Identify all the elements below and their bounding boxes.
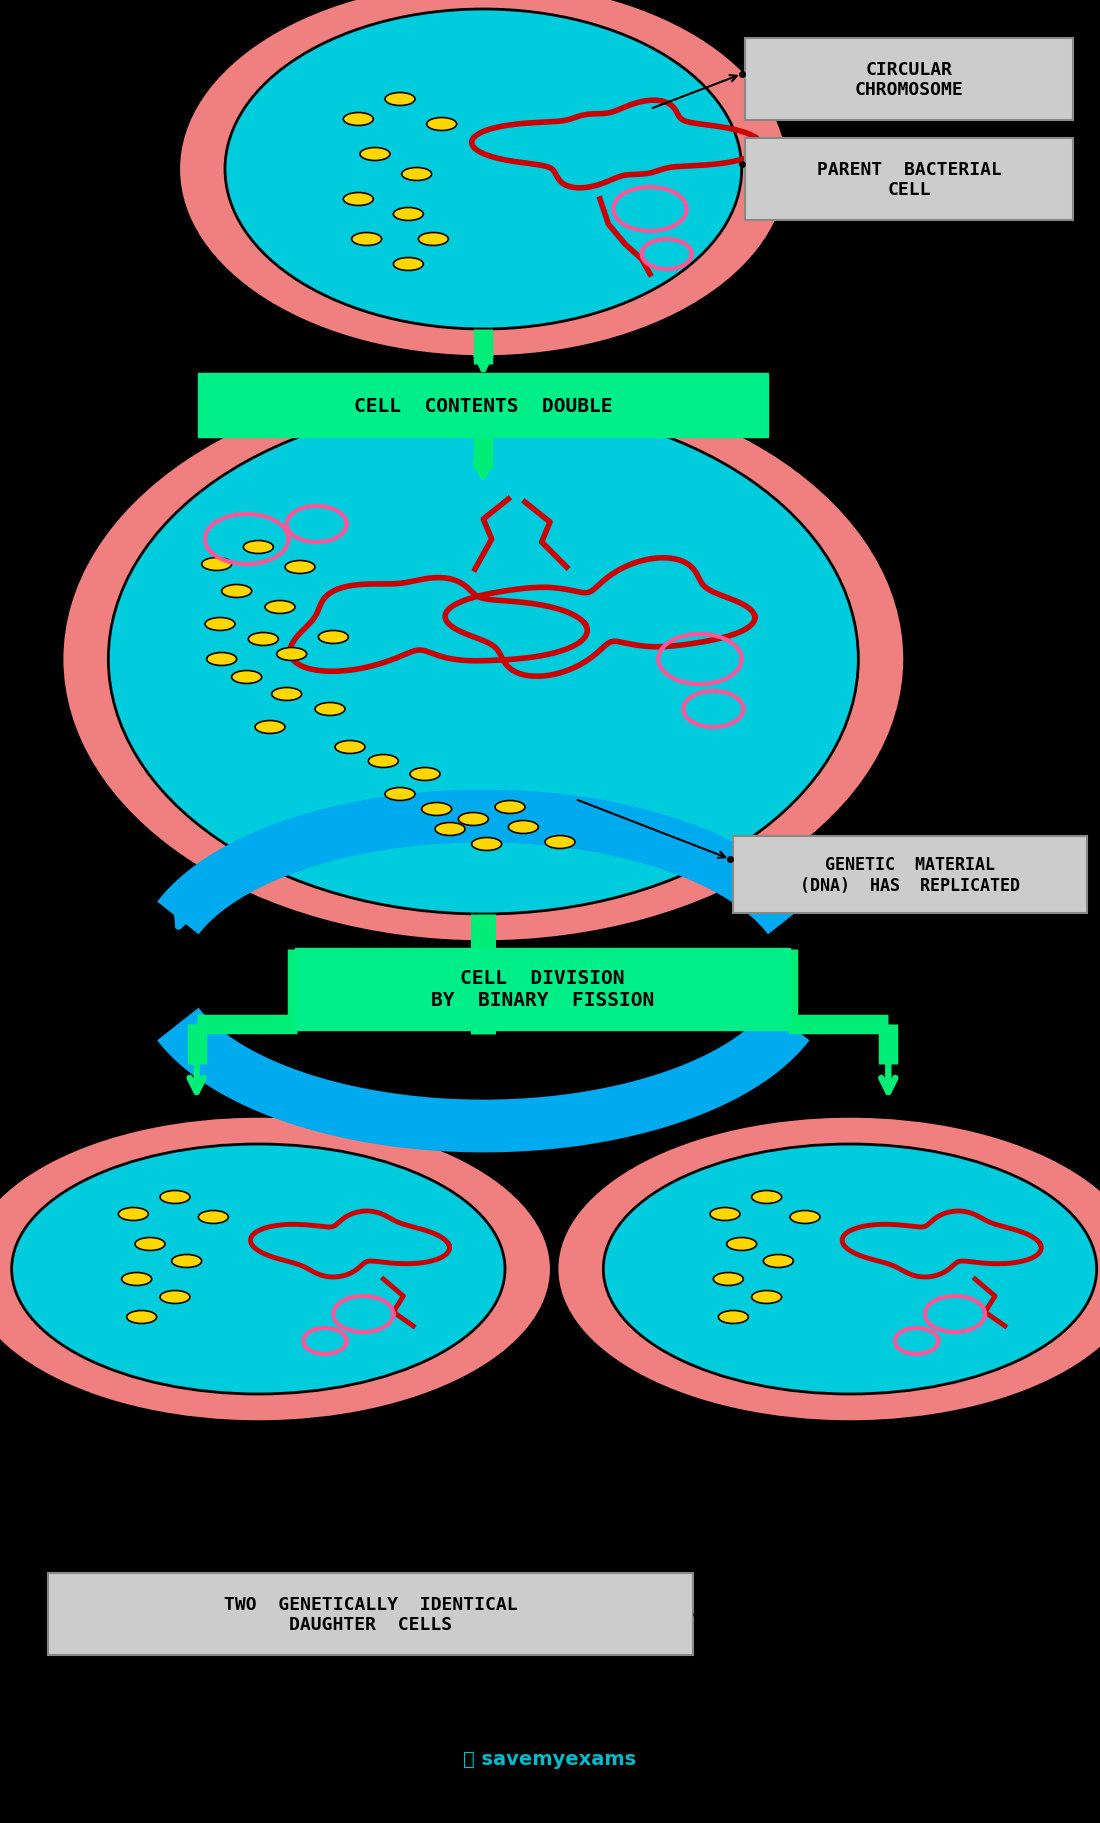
Ellipse shape [472, 839, 502, 851]
Text: GENETIC  MATERIAL
(DNA)  HAS  REPLICATED: GENETIC MATERIAL (DNA) HAS REPLICATED [800, 855, 1020, 895]
Text: TWO  GENETICALLY  IDENTICAL
DAUGHTER  CELLS: TWO GENETICALLY IDENTICAL DAUGHTER CELLS [224, 1595, 518, 1633]
Ellipse shape [394, 259, 424, 272]
Ellipse shape [544, 837, 575, 850]
Ellipse shape [360, 148, 390, 162]
Ellipse shape [119, 1209, 148, 1221]
Ellipse shape [265, 602, 295, 614]
Ellipse shape [277, 649, 307, 662]
Ellipse shape [352, 233, 382, 246]
FancyBboxPatch shape [198, 374, 768, 438]
Ellipse shape [751, 1291, 782, 1303]
FancyBboxPatch shape [745, 38, 1074, 120]
Ellipse shape [385, 788, 415, 800]
Ellipse shape [410, 767, 440, 780]
Ellipse shape [495, 800, 525, 815]
Text: CELL  DIVISION
BY  BINARY  FISSION: CELL DIVISION BY BINARY FISSION [431, 970, 654, 1010]
Ellipse shape [178, 0, 789, 357]
Ellipse shape [243, 541, 273, 554]
FancyBboxPatch shape [48, 1573, 693, 1655]
Ellipse shape [427, 118, 456, 131]
Ellipse shape [368, 755, 398, 767]
Ellipse shape [713, 1272, 744, 1285]
Ellipse shape [459, 813, 488, 826]
Text: Ⓢ savemyexams: Ⓢ savemyexams [463, 1750, 637, 1768]
FancyBboxPatch shape [734, 837, 1087, 913]
Text: CELL  CONTENTS  DOUBLE: CELL CONTENTS DOUBLE [354, 396, 613, 416]
Ellipse shape [160, 1190, 190, 1203]
Ellipse shape [763, 1254, 793, 1267]
Ellipse shape [12, 1145, 505, 1395]
Ellipse shape [402, 168, 431, 182]
Ellipse shape [318, 631, 349, 644]
Ellipse shape [710, 1209, 740, 1221]
Ellipse shape [226, 9, 741, 330]
Text: PARENT  BACTERIAL
CELL: PARENT BACTERIAL CELL [816, 160, 1002, 199]
Ellipse shape [421, 804, 452, 817]
Ellipse shape [751, 1190, 782, 1203]
Ellipse shape [385, 93, 415, 106]
Ellipse shape [343, 113, 373, 126]
Ellipse shape [394, 208, 424, 221]
Ellipse shape [434, 822, 465, 837]
Ellipse shape [232, 671, 262, 684]
Ellipse shape [201, 558, 232, 571]
Ellipse shape [222, 585, 252, 598]
Ellipse shape [135, 1238, 165, 1251]
Ellipse shape [126, 1311, 156, 1323]
Ellipse shape [418, 233, 449, 246]
Ellipse shape [198, 1210, 229, 1223]
Ellipse shape [255, 722, 285, 735]
Ellipse shape [508, 820, 538, 835]
Ellipse shape [272, 687, 301, 702]
Ellipse shape [790, 1210, 820, 1223]
Ellipse shape [249, 633, 278, 645]
Ellipse shape [343, 193, 373, 206]
Text: CIRCULAR
CHROMOSOME: CIRCULAR CHROMOSOME [855, 60, 964, 98]
Ellipse shape [205, 618, 235, 631]
Ellipse shape [108, 405, 858, 915]
Ellipse shape [0, 1116, 552, 1422]
Ellipse shape [727, 1238, 757, 1251]
FancyBboxPatch shape [745, 139, 1074, 221]
Ellipse shape [122, 1272, 152, 1285]
Ellipse shape [172, 1254, 201, 1267]
Ellipse shape [557, 1116, 1100, 1422]
Ellipse shape [315, 704, 345, 716]
Ellipse shape [285, 561, 315, 574]
Ellipse shape [160, 1291, 190, 1303]
FancyBboxPatch shape [295, 948, 790, 1030]
Ellipse shape [62, 377, 905, 942]
Ellipse shape [207, 653, 236, 665]
Ellipse shape [336, 742, 365, 755]
Ellipse shape [603, 1145, 1097, 1395]
Ellipse shape [718, 1311, 748, 1323]
